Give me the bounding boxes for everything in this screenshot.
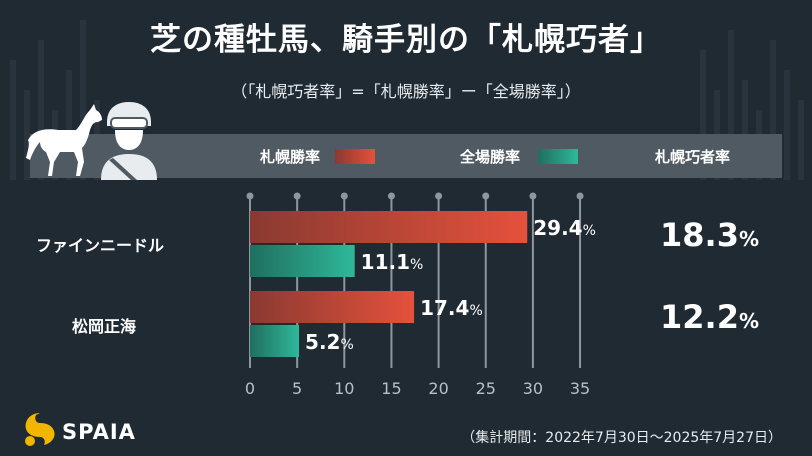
legend-sapporo-label: 札幌勝率 (260, 148, 321, 166)
gridline-dot-15 (387, 192, 395, 200)
x-tick-label-20: 20 (428, 379, 448, 398)
horse-icon (26, 104, 102, 176)
aggregation-period: （集計期間：2022年7月30日～2025年7月27日） (461, 430, 782, 446)
x-tick-label-35: 35 (570, 379, 590, 398)
x-tick-label-25: 25 (476, 379, 496, 398)
legend-all-swatch (538, 149, 578, 164)
row-label-1: ファインニードル (36, 236, 165, 255)
bar-all-1 (250, 245, 355, 277)
page-title: 芝の種牡馬、騎手別の「札幌巧者」 (150, 22, 662, 58)
row-label-2: 松岡正海 (72, 317, 137, 336)
gridline-dot-20 (435, 192, 443, 200)
spaia-logo-text: SPAIA (62, 420, 136, 444)
index-value-2: 12.2% (660, 298, 759, 336)
legend-sapporo-swatch (335, 149, 375, 164)
x-tick-label-30: 30 (523, 379, 543, 398)
bar-value-label-sapporo-2: 17.4% (420, 296, 483, 320)
gridline-dot-10 (340, 192, 348, 200)
gridline-dot-0 (246, 192, 254, 200)
index-column-header: 札幌巧者率 (655, 148, 731, 166)
page-subtitle: （「札幌巧者率」=「札幌勝率」ー「全場勝率」） (231, 82, 581, 101)
bar-sapporo-1 (250, 211, 528, 243)
gridline-dot-35 (576, 192, 584, 200)
bar-value-label-all-1: 11.1% (361, 250, 424, 274)
gridline-dot-25 (482, 192, 490, 200)
gridline-dot-30 (529, 192, 537, 200)
x-tick-label-10: 10 (334, 379, 354, 398)
index-value-1: 18.3% (660, 216, 759, 254)
x-tick-label-15: 15 (381, 379, 401, 398)
bar-all-2 (250, 325, 300, 357)
bar-sapporo-2 (250, 291, 415, 323)
bar-value-label-sapporo-1: 29.4% (533, 216, 596, 240)
bar-value-label-all-2: 5.2% (305, 330, 354, 354)
spaia-logo-icon (25, 413, 55, 446)
x-tick-label-5: 5 (292, 379, 302, 398)
legend-all-label: 全場勝率 (460, 148, 521, 166)
gridline-dot-5 (293, 192, 301, 200)
jockey-icon (101, 102, 157, 180)
x-tick-label-0: 0 (245, 379, 255, 398)
bar-chart: 29.4% 11.1% 17.4% 5.2% 0 5 10 15 20 25 30 35 (245, 192, 596, 398)
